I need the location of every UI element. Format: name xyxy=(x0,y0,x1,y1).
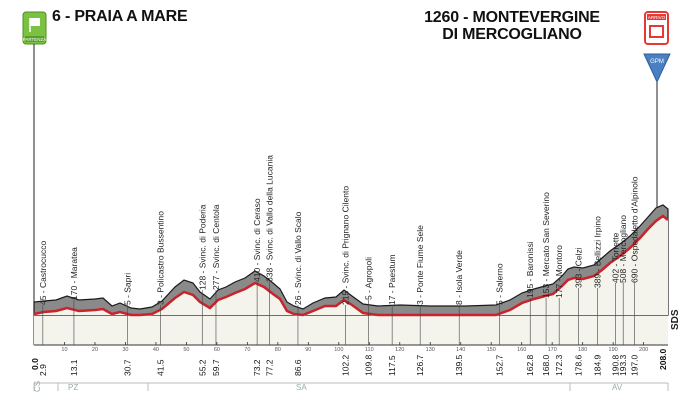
road-red-line xyxy=(33,214,669,317)
finish-altitude-title: 1260 - MONTEVERGINE DI MERCOGLIANO xyxy=(402,9,622,43)
waypoint-km: 190.8 xyxy=(611,354,621,376)
waypoint-km: 59.7 xyxy=(211,359,221,376)
axis-tick-label: 100 xyxy=(334,347,343,353)
region-pz: PZ xyxy=(68,383,78,392)
waypoint-label: 410 - Svinc. di Ceraso xyxy=(252,198,262,282)
axis-tick-label: 10 xyxy=(61,347,67,353)
axis-tick-label: 70 xyxy=(244,347,250,353)
waypoint-label: 508 - Mercogliano xyxy=(618,215,628,283)
waypoint-km: 152.7 xyxy=(494,354,504,376)
profile-light-area xyxy=(34,216,668,315)
axis-tick-label: 90 xyxy=(305,347,311,353)
waypoint-km: 77.2 xyxy=(264,359,274,376)
waypoint-label: 5 - Salerno xyxy=(494,263,504,305)
waypoint-layer: 45 - Castrocucco 2.9 170 - Maratea 13.1 5 - … xyxy=(38,155,640,376)
start-badge-text: PARTENZA xyxy=(23,37,47,42)
km-start-label: 0.0 xyxy=(30,358,40,370)
gpm-triangle-icon: GPM xyxy=(643,53,671,84)
waypoint-km: 102.2 xyxy=(341,354,351,376)
gpm-text: GPM xyxy=(650,59,664,65)
waypoint-km: 139.5 xyxy=(454,354,464,376)
waypoint-km: 184.9 xyxy=(593,354,603,376)
axis-tick-label: 150 xyxy=(487,347,496,353)
waypoint-km: 13.1 xyxy=(69,359,79,376)
waypoint-label: 128 - Svinc. di Poderia xyxy=(197,204,207,290)
axis-tick-label: 20 xyxy=(92,347,98,353)
waypoint-label: 402 - Torrette xyxy=(611,232,621,283)
waypoint-label: 8 - Isola Verde xyxy=(454,250,464,305)
waypoint-label: 5 - Sapri xyxy=(123,273,133,305)
waypoint-km: 168.0 xyxy=(541,354,551,376)
axis-tick-label: 200 xyxy=(639,347,648,353)
waypoint-label: 338 - Svinc. di Vallo della Lucania xyxy=(264,155,274,282)
axis-tick-label: 170 xyxy=(548,347,557,353)
axis-tick-label: 180 xyxy=(578,347,587,353)
waypoint-km: 55.2 xyxy=(197,359,207,376)
waypoint-label: 389 - Bellizzi Irpino xyxy=(593,216,603,288)
axis-tick-label: 60 xyxy=(214,347,220,353)
waypoint-label: 393 - Celzi xyxy=(573,247,583,288)
waypoint-label: 153 - Mercato San Severino xyxy=(541,192,551,298)
axis-tick-label: 120 xyxy=(395,347,404,353)
axis-tick-label: 160 xyxy=(517,347,526,353)
axis-tick-label: 30 xyxy=(122,347,128,353)
sds-label: SDS xyxy=(670,309,681,330)
axis-tick-label: 140 xyxy=(456,347,465,353)
axis-tick-label: 190 xyxy=(609,347,618,353)
axis-layer: 10 20 30 40 50 60 70 80 90 100 110 120 130 140 150 160 1… xyxy=(61,342,648,353)
waypoint-label: 17 - Paestum xyxy=(387,254,397,305)
region-sa: SA xyxy=(296,383,307,392)
finish-title-line2: DI MERCOGLIANO xyxy=(442,26,582,43)
waypoint-km: 162.8 xyxy=(525,354,535,376)
km-end-label: 208.0 xyxy=(658,348,668,370)
waypoint-km: 41.5 xyxy=(155,359,165,376)
waypoint-label: 26 - Svinc. di Vallo Scalo xyxy=(293,211,303,305)
waypoint-label: 3 - Ponte Fiume Sele xyxy=(415,225,425,305)
waypoint-km: 73.2 xyxy=(252,359,262,376)
waypoint-label: 3 - Policastro Bussentino xyxy=(155,211,165,305)
waypoint-km: 172.3 xyxy=(554,354,564,376)
waypoint-km: 193.3 xyxy=(618,354,628,376)
waypoint-km: 197.0 xyxy=(629,354,639,376)
waypoint-label: 5 - Agropoli xyxy=(364,257,374,300)
waypoint-label: 177 - Montoro xyxy=(554,245,564,298)
profile-base-fill xyxy=(34,315,668,345)
start-altitude-title: 6 - PRAIA A MARE xyxy=(52,8,188,25)
start-flag-icon: PARTENZA xyxy=(22,11,47,45)
waypoint-label: 45 - Castrocucco xyxy=(38,240,48,305)
waypoint-km: 178.6 xyxy=(573,354,583,376)
axis-tick-label: 50 xyxy=(183,347,189,353)
waypoint-label: 170 - Maratea xyxy=(69,247,79,300)
finish-badge-text: ARRIVO xyxy=(648,15,666,20)
axis-tick-label: 40 xyxy=(153,347,159,353)
waypoint-km: 109.8 xyxy=(364,354,374,376)
axis-tick-label: 80 xyxy=(275,347,281,353)
waypoint-km: 117.5 xyxy=(387,355,397,376)
waypoint-label: 215 - Svinc. di Prignano Cilento xyxy=(341,186,351,305)
waypoint-label: 195 - Baronissi xyxy=(525,241,535,298)
waypoint-label: 277 - Svinc. di Centola xyxy=(211,204,221,290)
finish-flag-icon: ARRIVO xyxy=(644,11,669,45)
region-cs: CS xyxy=(33,381,42,392)
region-av: AV xyxy=(612,383,623,392)
finish-title-line1: 1260 - MONTEVERGINE xyxy=(424,9,600,26)
waypoint-km: 2.9 xyxy=(38,364,48,376)
profile-gray-area xyxy=(33,204,669,316)
axis-tick-label: 110 xyxy=(365,347,374,353)
waypoint-label: 690 - Ospedaletto d'Alpinolo xyxy=(629,176,639,283)
axis-tick-label: 130 xyxy=(426,347,435,353)
waypoint-km: 86.6 xyxy=(293,359,303,376)
waypoint-km: 30.7 xyxy=(123,359,133,376)
waypoint-km: 126.7 xyxy=(415,354,425,376)
